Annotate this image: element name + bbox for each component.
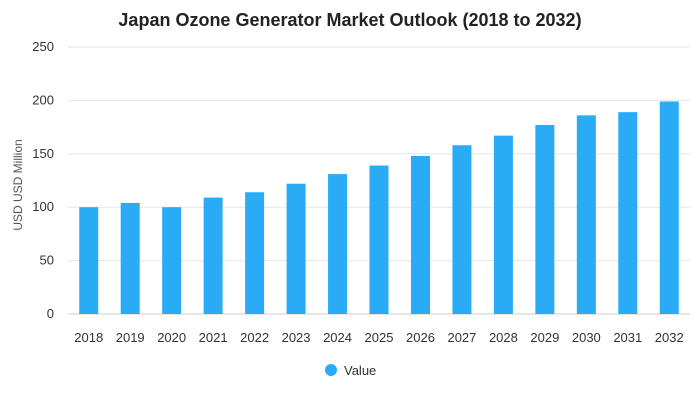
y-tick-label: 250 [32, 39, 54, 54]
x-tick-label: 2024 [323, 330, 352, 345]
bar[interactable] [245, 192, 265, 314]
y-tick-label: 0 [47, 306, 54, 321]
legend-label: Value [344, 363, 376, 378]
y-axis-ticks: 0 50 100 150 200 250 [32, 39, 54, 321]
x-tick-label: 2028 [489, 330, 518, 345]
x-tick-label: 2032 [655, 330, 684, 345]
x-tick-label: 2020 [157, 330, 186, 345]
chart-title: Japan Ozone Generator Market Outlook (20… [118, 10, 581, 30]
y-tick-label: 50 [40, 253, 54, 268]
y-tick-label: 150 [32, 146, 54, 161]
x-tick-label: 2031 [613, 330, 642, 345]
x-axis-ticks: 2018 2019 2020 2021 2022 2023 2024 2025 2026 2027… [74, 330, 683, 345]
bar[interactable] [576, 115, 596, 315]
legend[interactable]: Value [325, 363, 376, 378]
bar[interactable] [369, 165, 389, 314]
bar[interactable] [79, 207, 99, 314]
x-tick-label: 2025 [365, 330, 394, 345]
x-tick-label: 2026 [406, 330, 435, 345]
bar[interactable] [328, 174, 348, 314]
bar[interactable] [410, 155, 430, 314]
bar[interactable] [535, 124, 555, 315]
y-axis-label: USD USD Million [11, 139, 25, 230]
bar[interactable] [203, 197, 223, 314]
bar[interactable] [162, 207, 182, 314]
y-tick-label: 200 [32, 92, 54, 107]
bar[interactable] [618, 112, 638, 314]
bars [79, 101, 679, 315]
x-tick-label: 2027 [447, 330, 476, 345]
bar[interactable] [659, 101, 679, 314]
y-tick-label: 100 [32, 199, 54, 214]
x-tick-label: 2022 [240, 330, 269, 345]
x-tick-label: 2029 [530, 330, 559, 345]
x-tick-label: 2023 [282, 330, 311, 345]
bar[interactable] [493, 135, 513, 314]
bar[interactable] [286, 183, 306, 314]
bar[interactable] [452, 145, 472, 314]
x-tick-label: 2019 [116, 330, 145, 345]
x-tick-label: 2030 [572, 330, 601, 345]
x-tick-label: 2018 [74, 330, 103, 345]
x-tick-label: 2021 [199, 330, 228, 345]
bar[interactable] [120, 202, 140, 314]
legend-marker-icon [325, 364, 337, 376]
